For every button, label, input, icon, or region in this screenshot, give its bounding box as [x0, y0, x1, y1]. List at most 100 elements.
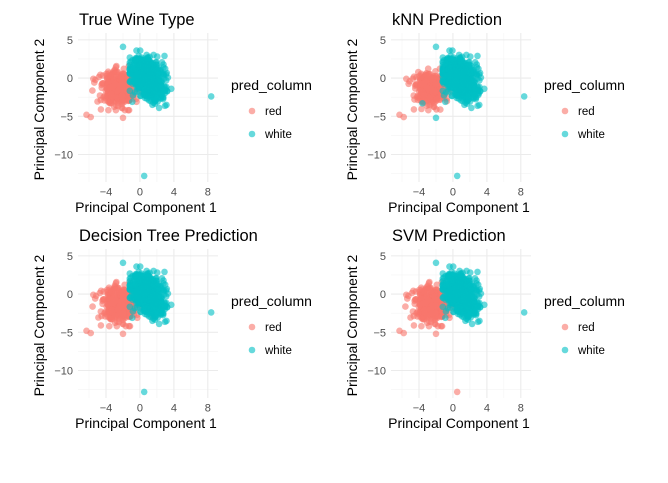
point-white — [154, 69, 161, 77]
point-red — [105, 70, 113, 77]
point-red — [415, 87, 423, 95]
y-axis-title: Principal Component 2 — [344, 254, 360, 396]
point-white — [140, 172, 148, 180]
panel-2: −4 0 4 8 5 0 −5 −10 Decision Tree Prediction Prin… — [31, 227, 312, 431]
panel-3: −4 0 4 8 5 0 −5 −10 SVM Prediction Principal Comp… — [344, 227, 625, 431]
point-red — [407, 314, 414, 321]
point-red — [410, 106, 418, 113]
series-white — [119, 43, 215, 180]
point-red — [412, 81, 420, 88]
point-red — [418, 286, 426, 293]
y-tick-label: 0 — [67, 289, 73, 301]
point-red — [120, 65, 128, 73]
y-tick-label: 5 — [67, 251, 73, 263]
point-red — [409, 75, 417, 82]
point-red — [87, 113, 94, 121]
point-white — [443, 281, 451, 289]
point-red — [95, 73, 103, 81]
point-red — [125, 322, 133, 330]
point-white — [126, 54, 134, 61]
point-red — [428, 310, 436, 317]
point-white — [476, 317, 483, 325]
point-red — [111, 81, 119, 88]
y-tick-label: −5 — [60, 111, 73, 123]
point-white — [463, 300, 471, 308]
y-tick-label: −5 — [373, 327, 386, 339]
point-red — [103, 85, 111, 93]
point-red — [423, 312, 431, 319]
point-red — [425, 279, 433, 287]
point-white — [440, 92, 448, 99]
point-white — [439, 73, 447, 81]
point-white — [442, 314, 449, 322]
point-red — [112, 279, 120, 287]
point-red — [431, 103, 438, 111]
point-white — [439, 294, 447, 302]
point-white — [145, 85, 153, 93]
point-white — [119, 259, 127, 267]
point-red — [432, 68, 439, 75]
point-white — [465, 95, 473, 103]
point-red — [119, 330, 127, 338]
point-red — [424, 297, 432, 304]
point-red — [420, 91, 428, 98]
point-white — [432, 114, 440, 122]
point-red — [437, 322, 445, 330]
x-axis-title: Principal Component 1 — [75, 199, 217, 215]
point-white — [442, 98, 449, 106]
point-white — [439, 270, 447, 277]
point-white — [476, 101, 483, 109]
point-white — [161, 52, 168, 60]
point-white — [141, 282, 148, 289]
point-white — [158, 307, 166, 315]
point-white — [459, 70, 466, 77]
x-tick-label: 8 — [518, 403, 524, 415]
panel-title: Decision Tree Prediction — [79, 227, 258, 245]
point-white — [144, 57, 151, 64]
point-red — [89, 87, 96, 94]
point-white — [160, 280, 167, 287]
point-white — [126, 78, 134, 86]
point-red — [112, 63, 120, 71]
legend-title: pred_column — [231, 77, 312, 93]
x-axis-title: Principal Component 1 — [388, 415, 530, 431]
point-white — [471, 85, 478, 93]
point-white — [468, 299, 476, 307]
point-white — [129, 92, 137, 99]
point-white — [481, 301, 488, 309]
point-red — [408, 289, 416, 297]
x-tick-label: 4 — [484, 403, 490, 415]
point-white — [155, 320, 163, 328]
legend-key-red — [248, 323, 256, 331]
point-white — [153, 89, 161, 97]
point-white — [473, 286, 480, 294]
point-white — [168, 85, 175, 93]
point-white — [161, 268, 168, 276]
point-white — [160, 286, 167, 294]
point-red — [433, 96, 440, 104]
point-red — [426, 73, 434, 81]
point-white — [455, 289, 462, 297]
x-tick-label: −4 — [100, 187, 113, 199]
point-white — [153, 95, 161, 103]
point-white — [444, 272, 452, 280]
point-red — [119, 114, 127, 122]
legend-key-red — [248, 107, 256, 115]
point-white — [458, 89, 466, 96]
x-axis-title: Principal Component 1 — [75, 415, 217, 431]
point-red — [418, 72, 426, 79]
point-white — [419, 100, 426, 107]
point-red — [90, 291, 97, 299]
point-red — [114, 286, 122, 293]
point-red — [403, 291, 410, 299]
point-red — [99, 296, 107, 303]
point-red — [453, 388, 461, 396]
point-red — [433, 281, 441, 289]
point-white — [163, 101, 170, 109]
point-red — [121, 281, 128, 289]
legend-label-white: white — [577, 129, 605, 141]
y-tick-label: 0 — [380, 73, 386, 85]
point-white — [130, 65, 137, 73]
point-red — [97, 106, 105, 113]
